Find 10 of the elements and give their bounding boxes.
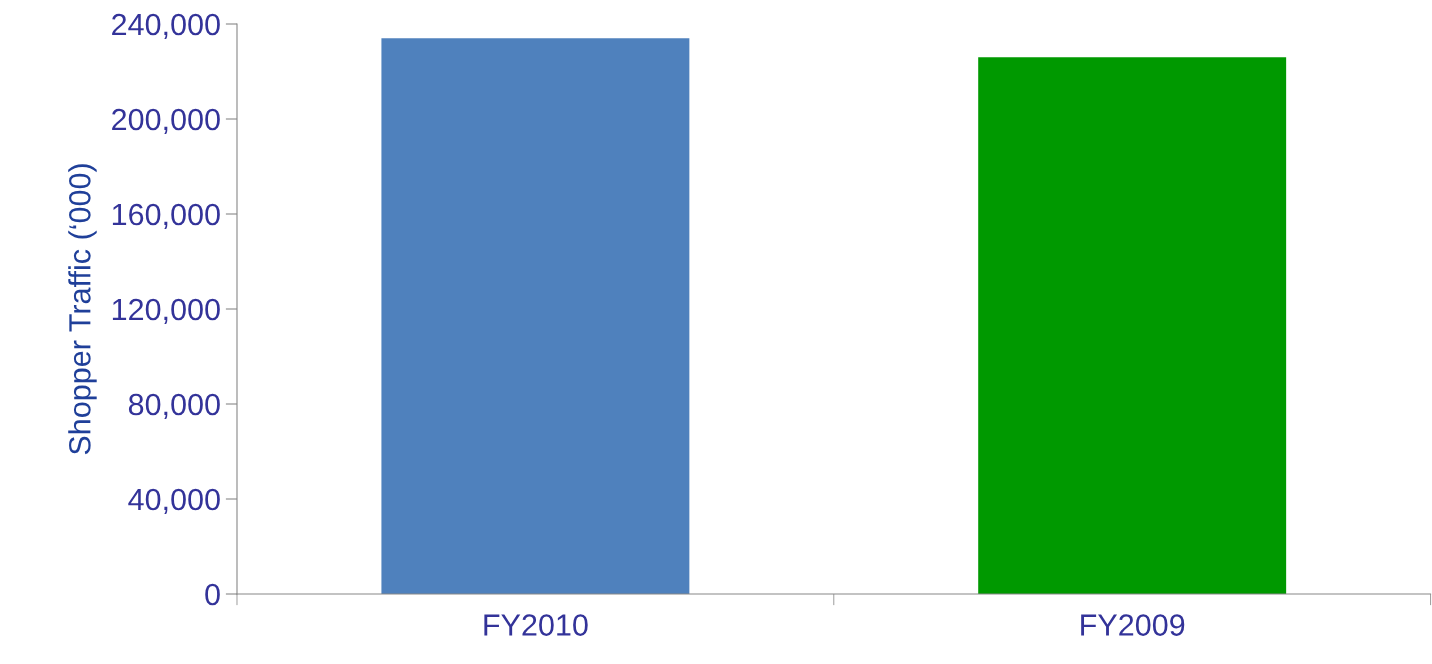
x-tick-label: FY2009 [1081,614,1185,636]
x-tick-label: FY2010 [484,614,588,636]
y-axis-title: Shopper Traffic (‘000) [68,164,97,455]
y-tick-label: 40,000 [128,488,220,514]
y-tick-label: 80,000 [128,393,220,419]
y-tick-label: 240,000 [112,13,220,39]
y-tick-label: 160,000 [112,203,220,229]
y-tick-label: 200,000 [112,108,220,134]
y-tick-label: 0 [205,583,220,606]
y-tick-label: 120,000 [112,298,220,324]
